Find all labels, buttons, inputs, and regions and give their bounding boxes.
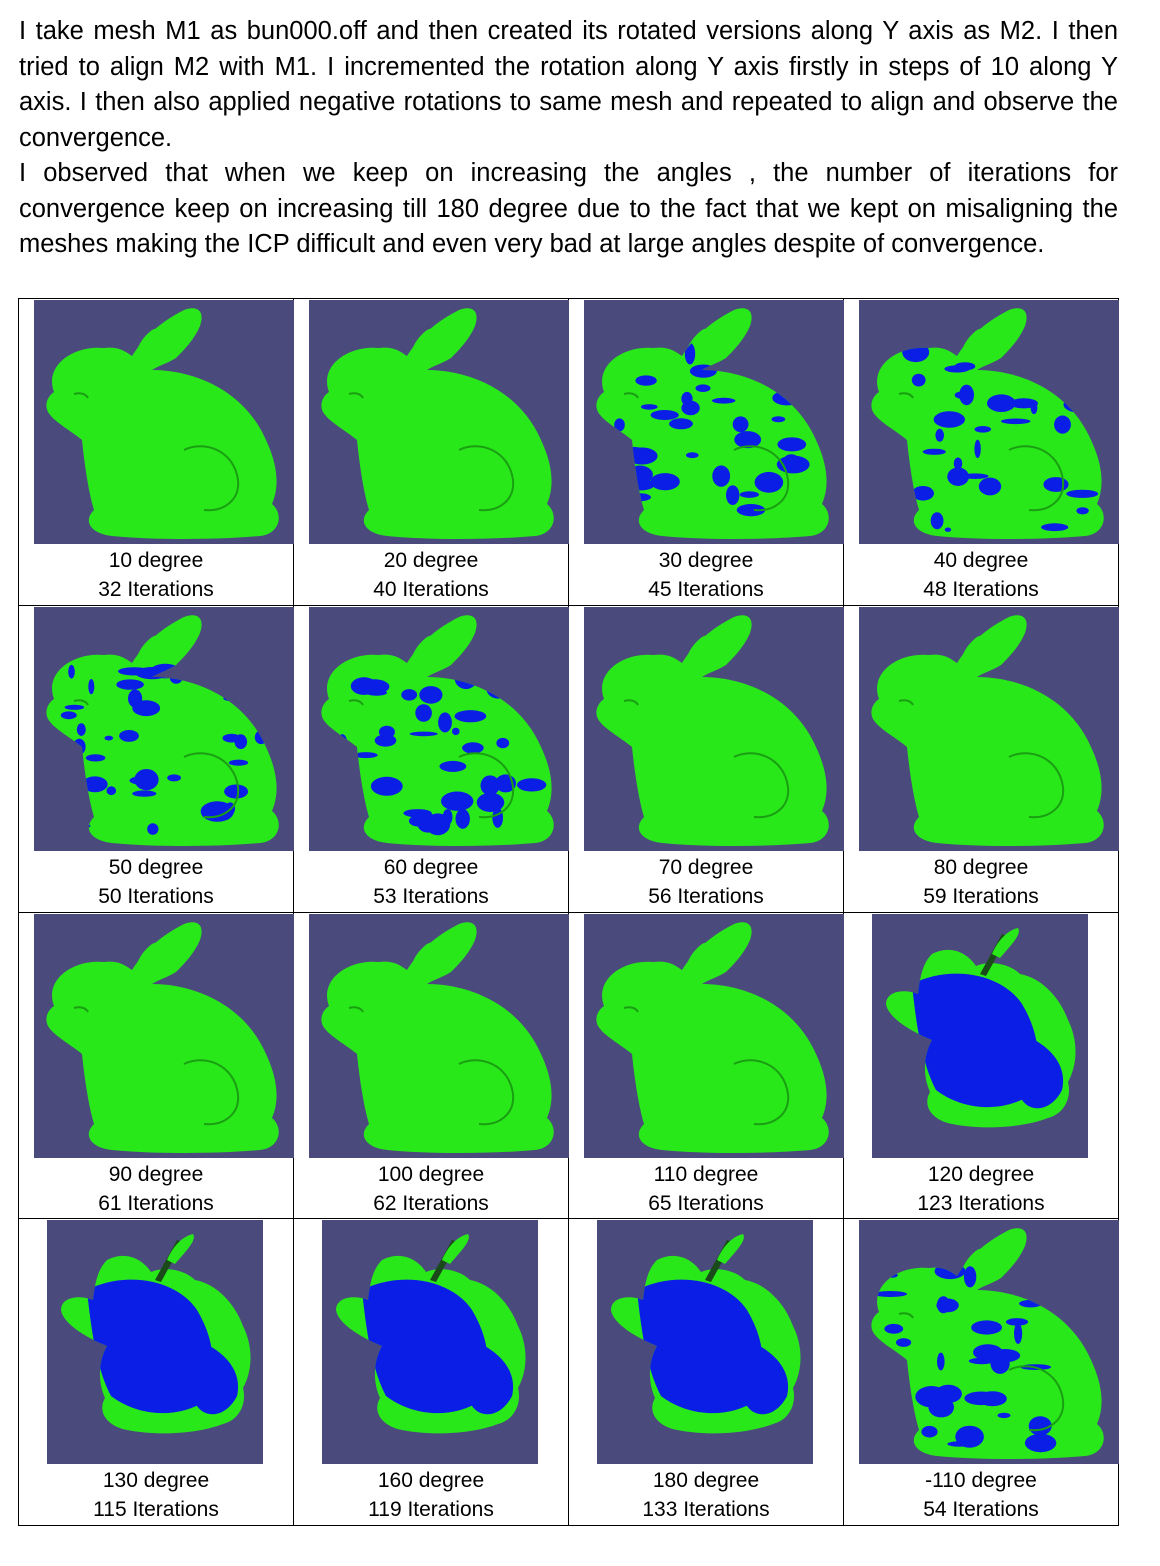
rotation-angle-label: -110 degree bbox=[925, 1469, 1037, 1493]
result-cell: 80 degree 59 Iterations bbox=[843, 604, 1119, 913]
iterations-label: 59 Iterations bbox=[923, 884, 1039, 908]
rotation-angle-label: 20 degree bbox=[383, 549, 479, 572]
iterations-label: 133 Iterations bbox=[642, 1498, 770, 1522]
rotation-angle-label: 100 degree bbox=[377, 1162, 485, 1186]
bunny-render-image bbox=[872, 913, 1088, 1158]
rotation-angle-label: 160 degree bbox=[377, 1469, 485, 1493]
intro-paragraph-2: I observed that when we keep on increasi… bbox=[19, 159, 1118, 258]
bunny-render-image bbox=[859, 606, 1119, 851]
bunny-render-image bbox=[859, 1220, 1119, 1465]
result-cell: 20 degree 40 Iterations bbox=[293, 298, 569, 606]
result-cell: 30 degree 45 Iterations bbox=[568, 298, 844, 606]
grid-row: 90 degree 61 Iterations 100 degree 62 Itera… bbox=[18, 911, 1119, 1220]
bunny-render-image bbox=[859, 300, 1119, 544]
result-cell: 60 degree 53 Iterations bbox=[293, 604, 569, 913]
result-cell: 130 degree 115 Iterations bbox=[18, 1218, 294, 1526]
iterations-label: 61 Iterations bbox=[98, 1191, 214, 1215]
result-cell: 100 degree 62 Iterations bbox=[293, 911, 569, 1220]
intro-paragraph-1: I take mesh M1 as bun000.off and then cr… bbox=[19, 17, 1118, 152]
result-cell: -110 degree 54 Iterations bbox=[843, 1218, 1119, 1526]
bunny-render-image bbox=[34, 913, 294, 1158]
result-cell: 50 degree 50 Iterations bbox=[18, 604, 294, 913]
result-cell: 70 degree 56 Iterations bbox=[568, 604, 844, 913]
iterations-label: 45 Iterations bbox=[648, 578, 764, 601]
rotation-angle-label: 60 degree bbox=[383, 855, 479, 879]
bunny-render-image bbox=[584, 606, 844, 851]
iterations-label: 56 Iterations bbox=[648, 884, 764, 908]
intro-text: I take mesh M1 as bun000.off and then cr… bbox=[19, 14, 1118, 263]
iterations-label: 53 Iterations bbox=[373, 884, 489, 908]
result-cell: 180 degree 133 Iterations bbox=[568, 1218, 844, 1526]
bunny-render-image bbox=[584, 300, 844, 544]
rotation-angle-label: 110 degree bbox=[653, 1162, 759, 1186]
iterations-label: 32 Iterations bbox=[98, 578, 214, 601]
iterations-label: 119 Iterations bbox=[368, 1498, 494, 1522]
iterations-label: 65 Iterations bbox=[648, 1191, 764, 1215]
iterations-label: 40 Iterations bbox=[373, 578, 489, 601]
result-cell: 40 degree 48 Iterations bbox=[843, 298, 1119, 606]
result-cell: 90 degree 61 Iterations bbox=[18, 911, 294, 1220]
bunny-render-image bbox=[47, 1220, 263, 1465]
result-cell: 120 degree 123 Iterations bbox=[843, 911, 1119, 1220]
rotation-angle-label: 50 degree bbox=[108, 855, 204, 879]
rotation-angle-label: 90 degree bbox=[108, 1162, 204, 1186]
bunny-render-image bbox=[309, 300, 569, 544]
rotation-angle-label: 80 degree bbox=[933, 855, 1029, 879]
iterations-label: 115 Iterations bbox=[93, 1498, 219, 1522]
result-cell: 110 degree 65 Iterations bbox=[568, 911, 844, 1220]
bunny-render-image bbox=[309, 606, 569, 851]
bunny-render-image bbox=[34, 300, 294, 544]
grid-row: 50 degree 50 Iterations 60 degree 53 Iterat… bbox=[18, 604, 1119, 913]
result-cell: 160 degree 119 Iterations bbox=[293, 1218, 569, 1526]
grid-row: 10 degree 32 Iterations 20 degree 40 Iterat… bbox=[18, 298, 1119, 606]
iterations-label: 62 Iterations bbox=[373, 1191, 489, 1215]
rotation-angle-label: 10 degree bbox=[108, 549, 204, 572]
rotation-angle-label: 180 degree bbox=[652, 1469, 760, 1493]
iterations-label: 50 Iterations bbox=[98, 884, 214, 908]
bunny-render-image bbox=[309, 913, 569, 1158]
bunny-render-image bbox=[34, 606, 294, 851]
rotation-angle-label: 130 degree bbox=[102, 1469, 210, 1493]
iterations-label: 48 Iterations bbox=[923, 578, 1039, 601]
bunny-render-image bbox=[322, 1220, 538, 1465]
rotation-angle-label: 30 degree bbox=[658, 549, 754, 572]
bunny-render-image bbox=[597, 1220, 813, 1465]
rotation-angle-label: 70 degree bbox=[658, 855, 754, 879]
result-cell: 10 degree 32 Iterations bbox=[18, 298, 294, 606]
rotation-angle-label: 40 degree bbox=[933, 549, 1029, 572]
iterations-label: 123 Iterations bbox=[917, 1191, 1045, 1215]
bunny-render-image bbox=[584, 913, 844, 1158]
results-grid: 10 degree 32 Iterations 20 degree 40 Iterat… bbox=[18, 298, 1119, 1526]
grid-row: 130 degree 115 Iterations 160 degree 119 It… bbox=[18, 1218, 1119, 1526]
rotation-angle-label: 120 degree bbox=[927, 1162, 1035, 1186]
iterations-label: 54 Iterations bbox=[923, 1498, 1039, 1522]
